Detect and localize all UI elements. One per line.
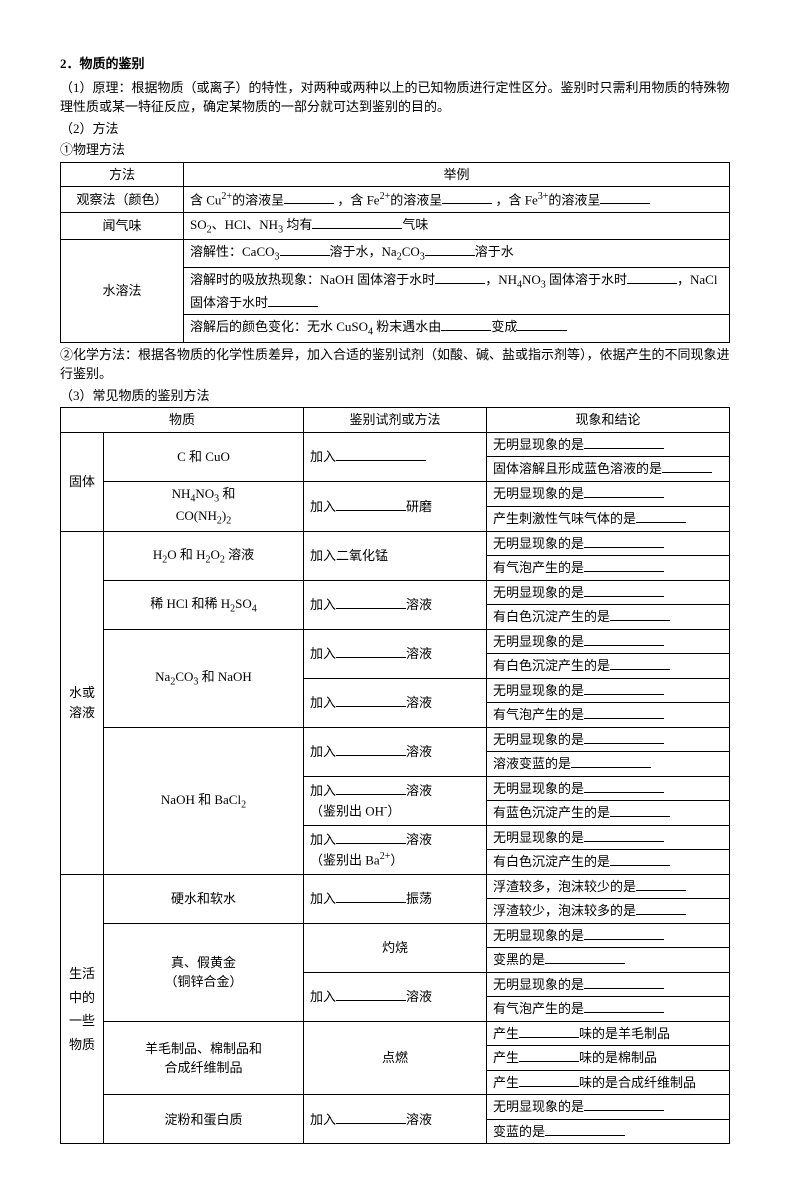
cat-solid: 固体 <box>61 432 104 531</box>
r5-c1: 无明显现象的是 <box>487 629 730 654</box>
t2-h2: 鉴别试剂或方法 <box>304 408 487 433</box>
r10-c1: 无明显现象的是 <box>487 1095 730 1120</box>
r10-c2: 变蓝的是 <box>487 1119 730 1144</box>
r3-sub: H2O 和 H2O2 溶液 <box>104 531 304 580</box>
r9-m: 点燃 <box>304 1021 487 1095</box>
r8-m1: 灼烧 <box>304 923 487 972</box>
chem-method: ②化学方法：根据各物质的化学性质差异，加入合适的鉴别试剂（如酸、碱、盐或指示剂等… <box>60 345 730 384</box>
t2-h3: 现象和结论 <box>487 408 730 433</box>
principle: （1）原理：根据物质（或离子）的特性，对两种或两种以上的已知物质进行定性区分。鉴… <box>60 78 730 117</box>
r5-m2: 加入溶液 <box>304 678 487 727</box>
common-label: （3）常见物质的鉴别方法 <box>60 386 730 406</box>
t1-r4c2: 溶解时的吸放热现象：NaOH 固体溶于水时，NH4NO3 固体溶于水时，NaCl… <box>184 268 730 315</box>
t1-h2: 举例 <box>184 162 730 187</box>
cat-life: 生活中的一些物质 <box>61 874 104 1144</box>
r6-c6: 有白色沉淀产生的是 <box>487 850 730 875</box>
r6-sub: NaOH 和 BaCl2 <box>104 727 304 874</box>
r8-sub: 真、假黄金（铜锌合金） <box>104 923 304 1021</box>
r9-c1: 产生味的是羊毛制品 <box>487 1021 730 1046</box>
r8-c1: 无明显现象的是 <box>487 923 730 948</box>
r6-m3: 加入溶液 （鉴别出 Ba2+） <box>304 825 487 874</box>
r2-c2: 产生刺激性气味气体的是 <box>487 506 730 531</box>
r4-sub: 稀 HCl 和稀 H2SO4 <box>104 580 304 629</box>
r6-c3: 无明显现象的是 <box>487 776 730 801</box>
r5-c3: 无明显现象的是 <box>487 678 730 703</box>
r8-c3: 无明显现象的是 <box>487 972 730 997</box>
t1-r3c2: 溶解性：CaCO3溶于水，Na2CO3溶于水 <box>184 240 730 268</box>
t1-r3c1: 水溶法 <box>61 240 184 342</box>
r2-c1: 无明显现象的是 <box>487 481 730 506</box>
r7-m: 加入振荡 <box>304 874 487 923</box>
r7-c2: 浮渣较少，泡沫较多的是 <box>487 899 730 924</box>
r8-c2: 变黑的是 <box>487 948 730 973</box>
r6-m2: 加入溶液 （鉴别出 OH-） <box>304 776 487 825</box>
t1-h1: 方法 <box>61 162 184 187</box>
r6-c1: 无明显现象的是 <box>487 727 730 752</box>
r6-c2: 溶液变蓝的是 <box>487 752 730 777</box>
r1-c2: 固体溶解且形成蓝色溶液的是 <box>487 457 730 482</box>
method-label: （2）方法 <box>60 119 730 139</box>
t2-h1: 物质 <box>61 408 304 433</box>
r2-sub: NH4NO3 和 CO(NH2)2 <box>104 481 304 531</box>
r6-m1: 加入溶液 <box>304 727 487 776</box>
r1-m: 加入 <box>304 432 487 481</box>
r6-c4: 有蓝色沉淀产生的是 <box>487 801 730 826</box>
r5-m1: 加入溶液 <box>304 629 487 678</box>
r10-m: 加入溶液 <box>304 1095 487 1144</box>
table-physical-methods: 方法 举例 观察法（颜色） 含 Cu2+的溶液呈 ，含 Fe2+的溶液呈 ，含 … <box>60 162 730 343</box>
r9-c3: 产生味的是合成纤维制品 <box>487 1070 730 1095</box>
r10-sub: 淀粉和蛋白质 <box>104 1095 304 1144</box>
t1-r2c1: 闻气味 <box>61 212 184 240</box>
r2-m: 加入研磨 <box>304 481 487 531</box>
r3-c1: 无明显现象的是 <box>487 531 730 556</box>
phys-label: ①物理方法 <box>60 140 730 160</box>
r8-m2: 加入溶液 <box>304 972 487 1021</box>
table-identification: 物质 鉴别试剂或方法 现象和结论 固体 C 和 CuO 加入 无明显现象的是 固… <box>60 407 730 1144</box>
r5-c4: 有气泡产生的是 <box>487 703 730 728</box>
r5-sub: Na2CO3 和 NaOH <box>104 629 304 727</box>
t1-r1c1: 观察法（颜色） <box>61 187 184 213</box>
r5-c2: 有白色沉淀产生的是 <box>487 654 730 679</box>
r8-c4: 有气泡产生的是 <box>487 997 730 1022</box>
r1-sub: C 和 CuO <box>104 432 304 481</box>
r7-sub: 硬水和软水 <box>104 874 304 923</box>
r3-m: 加入二氧化锰 <box>304 531 487 580</box>
heading: 2．物质的鉴别 <box>60 54 730 74</box>
r1-c1: 无明显现象的是 <box>487 432 730 457</box>
cat-solution: 水或溶液 <box>61 531 104 874</box>
r4-c2: 有白色沉淀产生的是 <box>487 605 730 630</box>
r6-c5: 无明显现象的是 <box>487 825 730 850</box>
t1-r2c2: SO2、HCl、NH3 均有气味 <box>184 212 730 240</box>
r4-m: 加入溶液 <box>304 580 487 629</box>
r4-c1: 无明显现象的是 <box>487 580 730 605</box>
t1-r5c2: 溶解后的颜色变化：无水 CuSO4 粉末遇水由变成 <box>184 315 730 343</box>
r9-c2: 产生味的是棉制品 <box>487 1046 730 1071</box>
r7-c1: 浮渣较多，泡沫较少的是 <box>487 874 730 899</box>
r3-c2: 有气泡产生的是 <box>487 556 730 581</box>
t1-r1c2: 含 Cu2+的溶液呈 ，含 Fe2+的溶液呈 ，含 Fe3+的溶液呈 <box>184 187 730 213</box>
r9-sub: 羊毛制品、棉制品和合成纤维制品 <box>104 1021 304 1095</box>
